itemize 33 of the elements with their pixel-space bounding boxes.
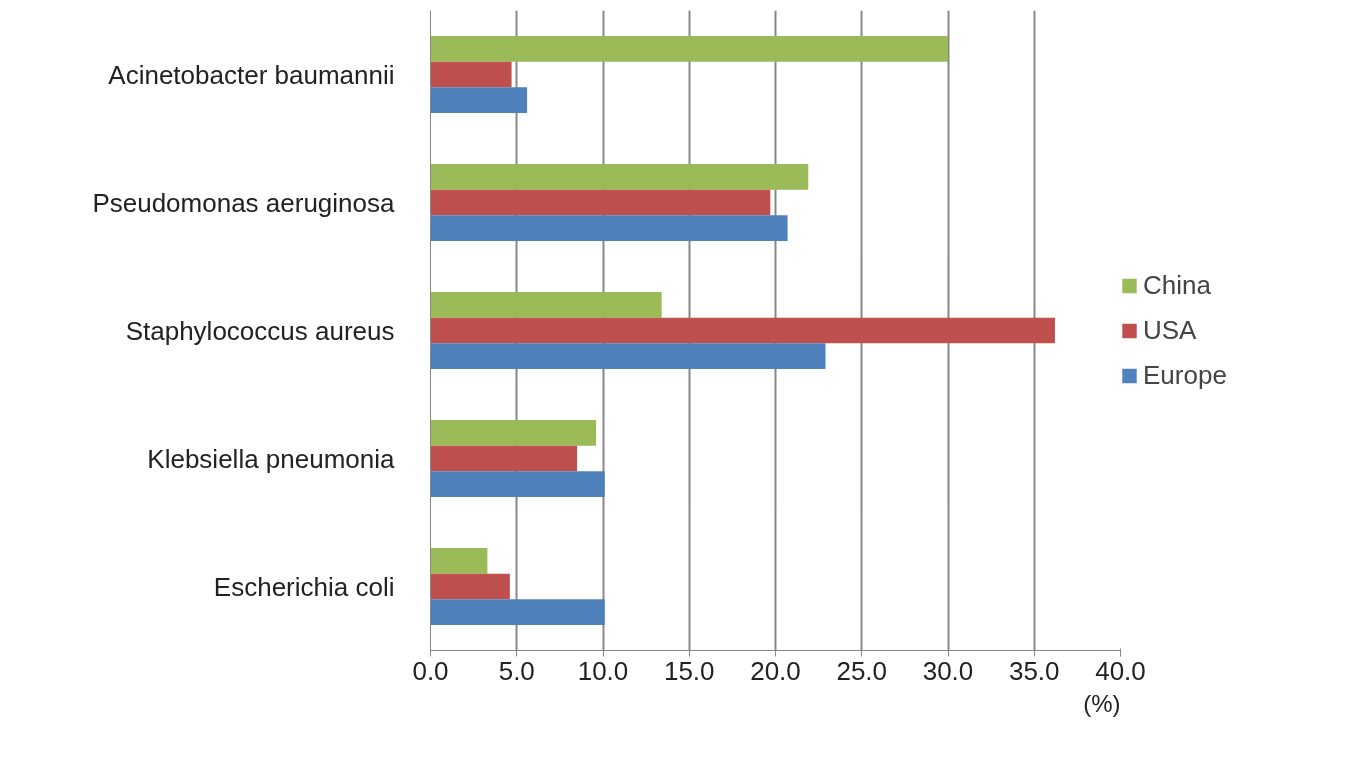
x-tick-label: 35.0 — [1008, 655, 1060, 686]
bar — [430, 317, 1055, 344]
x-tick-label: 0.0 — [412, 655, 449, 686]
bar — [430, 445, 578, 472]
x-tick-label: 10.0 — [577, 655, 629, 686]
x-tick-label: 15.0 — [663, 655, 715, 686]
y-tick-label: Staphylococcus aureus — [125, 315, 395, 346]
bar — [430, 471, 605, 497]
x-tick-label: 20.0 — [750, 655, 801, 686]
bar — [430, 548, 488, 574]
bar — [430, 343, 826, 369]
bar — [430, 36, 948, 62]
bar — [430, 292, 662, 318]
x-tick-label: 40.0 — [1095, 655, 1146, 686]
legend-label: USA — [1143, 314, 1197, 346]
x-axis-title: (%) — [1083, 689, 1121, 717]
y-tick-label: Acinetobacter baumannii — [108, 59, 395, 90]
legend-label: China — [1143, 269, 1211, 301]
y-tick-label: Escherichia coli — [213, 571, 395, 602]
bar — [430, 164, 809, 190]
bar — [430, 599, 605, 625]
bar — [430, 61, 512, 88]
y-tick-label: Pseudomonas aeruginosa — [92, 187, 396, 218]
x-tick-label: 25.0 — [836, 655, 888, 686]
legend-label: Europe — [1143, 359, 1227, 391]
x-tick-label: 5.0 — [498, 655, 535, 686]
bar — [430, 573, 510, 600]
bar — [430, 420, 597, 446]
bar — [430, 215, 788, 241]
bar — [430, 189, 771, 216]
bar — [430, 87, 528, 113]
y-tick-label: Klebsiella pneumonia — [147, 443, 396, 474]
x-tick-label: 30.0 — [922, 655, 974, 686]
